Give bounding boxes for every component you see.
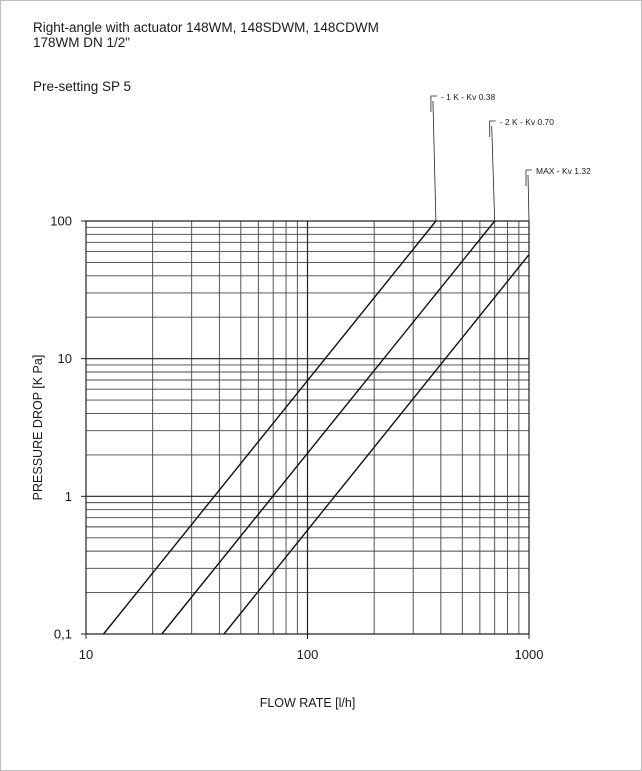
chart-subtitle: Pre-setting SP 5 xyxy=(33,79,132,94)
x-tick-label: 1000 xyxy=(515,647,544,662)
chart-title-line1: Right-angle with actuator 148WM, 148SDWM… xyxy=(33,20,379,35)
series-callout-leader xyxy=(491,125,496,222)
y-axis-label: PRESSURE DROP [K Pa] xyxy=(31,355,45,501)
x-tick-label: 10 xyxy=(79,647,93,662)
series-callout-bracket xyxy=(525,169,532,186)
x-tick-label: 100 xyxy=(297,647,319,662)
y-tick-label: 0,1 xyxy=(54,627,72,642)
y-tick-label: 10 xyxy=(58,351,72,366)
series-callout-leader xyxy=(527,174,530,222)
series-callout-bracket xyxy=(430,95,437,112)
series-label: MAX - Kv 1.32 xyxy=(536,166,591,176)
series-callout-leader xyxy=(432,100,437,222)
series-label: - 1 K - Kv 0.38 xyxy=(441,92,496,102)
series-line xyxy=(223,254,530,635)
series-callout-bracket xyxy=(489,120,496,137)
series-line xyxy=(102,220,437,635)
y-tick-label: 100 xyxy=(50,214,72,229)
x-axis-label: FLOW RATE [l/h] xyxy=(260,696,356,710)
chart-title-line2: 178WM DN 1/2" xyxy=(33,35,131,50)
y-tick-label: 1 xyxy=(65,489,72,504)
series-label: - 2 K - Kv 0.70 xyxy=(500,117,555,127)
series-line xyxy=(161,220,496,635)
chart-title: Right-angle with actuator 148WM, 148SDWM… xyxy=(33,20,379,50)
